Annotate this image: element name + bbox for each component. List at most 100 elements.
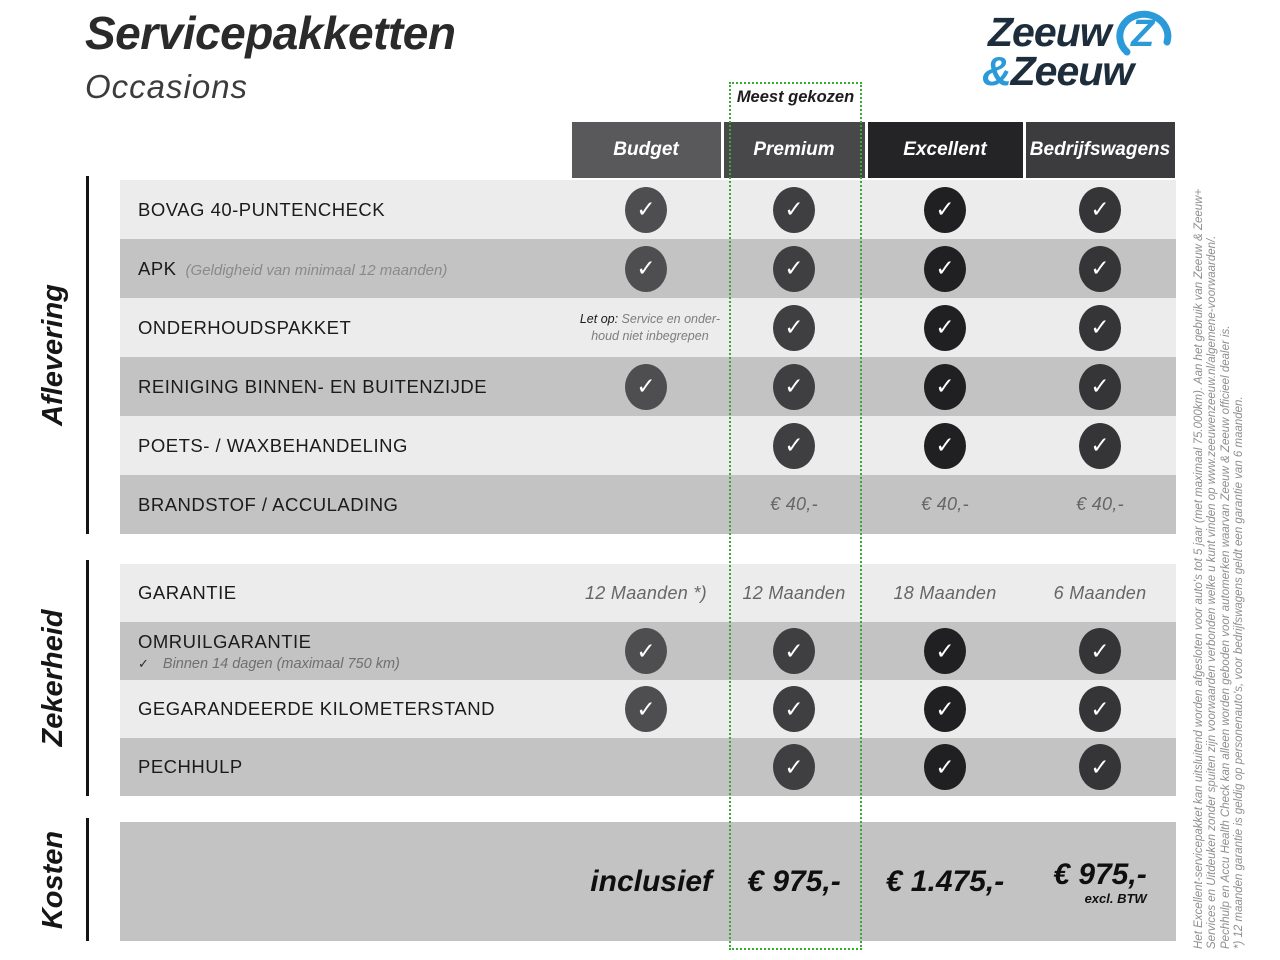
section-divider-aflevering	[86, 176, 89, 534]
row-label: BOVAG 40-PUNTENCHECK	[138, 198, 386, 220]
table-row-reiniging: REINIGING BINNEN- EN BUITENZIJDE ✓ ✓ ✓ ✓	[120, 357, 1176, 416]
table-row-omruilgarantie: OMRUILGARANTIE ✓ Binnen 14 dagen (maxima…	[120, 622, 1176, 680]
section-divider-kosten	[86, 818, 89, 941]
logo-line1: Zeeuw Z	[988, 4, 1218, 60]
row-label: PECHHULP	[138, 756, 243, 777]
zeeuw-zeeuw-logo: Zeeuw Z &Zeeuw	[982, 4, 1218, 95]
budget-note-line1: Service en onder-	[618, 312, 720, 327]
check-icon: ✓	[773, 186, 815, 233]
footnote-line: Het Excellent-servicepakket kan uitsluit…	[1193, 188, 1205, 949]
small-check-icon: ✓	[138, 655, 149, 671]
table-row-onderhoudspakket: ONDERHOUDSPAKKET Let op: Service en onde…	[120, 298, 1176, 357]
cell-value: 12 Maanden	[742, 582, 846, 603]
row-label: POETS- / WAXBEHANDELING	[138, 434, 408, 456]
check-icon: ✓	[1079, 422, 1121, 469]
check-icon: ✓	[625, 186, 667, 233]
table-row-poets-wax: POETS- / WAXBEHANDELING ✓ ✓ ✓	[120, 416, 1176, 475]
kosten-budget: inclusief	[590, 864, 712, 898]
section-label-kosten: Kosten	[37, 830, 69, 930]
row-label: BRANDSTOF / ACCULADING	[138, 493, 399, 515]
section-divider-zekerheid	[86, 560, 89, 796]
check-icon: ✓	[1079, 363, 1121, 410]
row-label: OMRUILGARANTIE	[138, 630, 312, 652]
table-row-pechhulp: PECHHULP ✓ ✓ ✓	[120, 738, 1176, 796]
check-icon: ✓	[924, 686, 966, 732]
row-sub-note-text: Binnen 14 dagen (maximaal 750 km)	[162, 655, 400, 672]
logo-line2: &Zeeuw	[982, 48, 1218, 95]
check-icon: ✓	[773, 304, 815, 351]
check-icon: ✓	[773, 686, 815, 732]
budget-note-bold: Let op:	[579, 312, 619, 327]
budget-note-line2: houd niet inbegrepen	[591, 328, 709, 343]
cell-value: € 40,-	[770, 494, 818, 514]
table-row-bovag: BOVAG 40-PUNTENCHECK ✓ ✓ ✓ ✓	[120, 180, 1176, 239]
kosten-row: inclusief € 975,- € 1.475,- € 975,- excl…	[120, 822, 1176, 941]
check-icon: ✓	[625, 686, 667, 732]
kosten-bedrijfswagens-price: € 975,-	[1053, 857, 1147, 891]
page-title: Servicepakketten	[85, 7, 456, 59]
kosten-btw-note: excl. BTW	[1084, 890, 1147, 906]
check-icon: ✓	[1079, 744, 1121, 790]
table-row-apk: APK (Geldigheid van minimaal 12 maanden)…	[120, 239, 1176, 298]
footnote-line: *) 12 maanden garantie is geldig op pers…	[1233, 396, 1246, 949]
page-subtitle: Occasions	[85, 68, 249, 105]
check-icon: ✓	[924, 628, 966, 674]
check-icon: ✓	[1079, 186, 1121, 233]
logo-z-icon: Z	[1115, 10, 1171, 56]
check-icon: ✓	[773, 422, 815, 469]
check-icon: ✓	[924, 422, 966, 469]
kosten-bedrijfswagens: € 975,- excl. BTW	[1024, 822, 1176, 941]
footnote-line: Pechhulp en Accu Health Check kan alleen…	[1219, 325, 1232, 950]
column-header-row: Budget Premium Excellent Bedrijfswagens	[120, 122, 1176, 178]
check-icon: ✓	[625, 628, 667, 674]
row-label: REINIGING BINNEN- EN BUITENZIJDE	[138, 375, 488, 397]
check-icon: ✓	[773, 744, 815, 790]
logo-text-bottom: Zeeuw	[1010, 48, 1135, 94]
row-label: GEGARANDEERDE KILOMETERSTAND	[138, 698, 495, 719]
cell-value: € 40,-	[921, 494, 969, 514]
check-icon: ✓	[924, 245, 966, 292]
table-row-brandstof: BRANDSTOF / ACCULADING € 40,- € 40,- € 4…	[120, 475, 1176, 534]
kosten-premium: € 975,-	[747, 864, 841, 898]
budget-note: Let op: Service en onder- houd niet inbe…	[580, 311, 720, 344]
section-label-zekerheid: Zekerheid	[37, 609, 69, 747]
column-header-excellent: Excellent	[867, 122, 1023, 178]
column-header-premium: Premium	[723, 122, 865, 178]
check-icon: ✓	[773, 363, 815, 410]
row-label: GARANTIE	[138, 582, 237, 603]
check-icon: ✓	[773, 245, 815, 292]
check-icon: ✓	[924, 363, 966, 410]
check-icon: ✓	[1079, 304, 1121, 351]
check-icon: ✓	[1079, 628, 1121, 674]
cell-value: 18 Maanden	[893, 582, 997, 603]
check-icon: ✓	[1079, 245, 1121, 292]
footnote-line: Services en Uitdeuken zonder spuiten zij…	[1206, 235, 1219, 949]
row-label-note: (Geldigheid van minimaal 12 maanden)	[185, 261, 448, 279]
section-label-aflevering: Aflevering	[37, 284, 69, 426]
check-icon: ✓	[924, 186, 966, 233]
check-icon: ✓	[773, 628, 815, 674]
column-header-budget: Budget	[571, 122, 721, 178]
kosten-excellent: € 1.475,-	[885, 864, 1005, 898]
check-icon: ✓	[924, 304, 966, 351]
header-spacer	[120, 122, 570, 178]
table-row-garantie: GARANTIE 12 Maanden *) 12 Maanden 18 Maa…	[120, 564, 1176, 622]
cell-value: 6 Maanden	[1053, 582, 1147, 603]
row-label: ONDERHOUDSPAKKET	[138, 316, 352, 338]
cell-value: € 40,-	[1076, 494, 1124, 514]
table-row-kilometerstand: GEGARANDEERDE KILOMETERSTAND ✓ ✓ ✓ ✓	[120, 680, 1176, 738]
logo-ampersand: &	[982, 48, 1012, 94]
cell-value: 12 Maanden *)	[585, 582, 707, 603]
meest-gekozen-badge: Meest gekozen	[736, 88, 855, 106]
check-icon: ✓	[625, 245, 667, 292]
row-sub-note: ✓ Binnen 14 dagen (maximaal 750 km)	[138, 656, 570, 672]
row-label: APK	[138, 257, 177, 279]
check-icon: ✓	[924, 744, 966, 790]
legal-footnotes: Het Excellent-servicepakket kan uitsluit…	[1193, 99, 1247, 949]
column-header-bedrijfswagens: Bedrijfswagens	[1025, 122, 1175, 178]
check-icon: ✓	[625, 363, 667, 410]
svg-text:Z: Z	[1130, 13, 1156, 55]
logo-text-top: Zeeuw	[988, 8, 1112, 55]
check-icon: ✓	[1079, 686, 1121, 732]
